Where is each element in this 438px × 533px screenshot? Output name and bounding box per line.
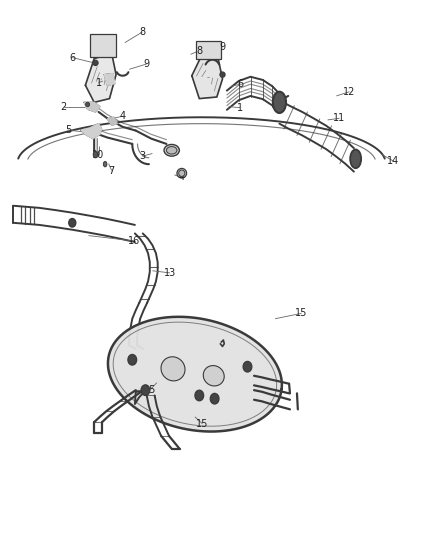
Text: 16: 16: [127, 236, 140, 246]
Text: 4: 4: [120, 111, 126, 121]
Ellipse shape: [164, 144, 180, 156]
Polygon shape: [108, 317, 282, 432]
Polygon shape: [107, 117, 117, 125]
Text: 1: 1: [95, 78, 102, 87]
Text: 13: 13: [164, 268, 176, 278]
Text: 4: 4: [179, 173, 185, 182]
Text: 10: 10: [92, 150, 105, 159]
Text: 2: 2: [60, 102, 67, 111]
Text: 11: 11: [333, 114, 346, 123]
Text: 6: 6: [69, 53, 75, 62]
Polygon shape: [81, 124, 102, 139]
Polygon shape: [85, 53, 116, 102]
Text: 1: 1: [237, 103, 243, 112]
Ellipse shape: [103, 161, 107, 167]
Text: 15: 15: [295, 309, 307, 318]
Text: 3: 3: [139, 151, 145, 161]
Ellipse shape: [69, 219, 76, 227]
Text: 12: 12: [343, 87, 356, 96]
Text: 14: 14: [387, 156, 399, 166]
Ellipse shape: [128, 354, 137, 365]
Ellipse shape: [177, 168, 187, 178]
Text: 8: 8: [196, 46, 202, 55]
Ellipse shape: [210, 393, 219, 404]
Ellipse shape: [93, 60, 98, 66]
Text: 8: 8: [139, 27, 145, 37]
Ellipse shape: [243, 361, 252, 372]
Ellipse shape: [203, 366, 224, 386]
Text: 15: 15: [196, 419, 208, 429]
Text: 6: 6: [237, 79, 243, 89]
Ellipse shape: [161, 357, 185, 381]
Text: 15: 15: [144, 385, 156, 395]
Polygon shape: [104, 74, 115, 85]
Text: 5: 5: [65, 125, 71, 135]
Ellipse shape: [93, 151, 98, 158]
Text: 9: 9: [144, 59, 150, 69]
FancyBboxPatch shape: [90, 34, 116, 57]
Ellipse shape: [179, 170, 185, 176]
Text: 7: 7: [109, 166, 115, 175]
FancyBboxPatch shape: [196, 41, 221, 59]
Polygon shape: [84, 102, 100, 112]
Ellipse shape: [220, 72, 225, 77]
Polygon shape: [192, 58, 223, 99]
Ellipse shape: [195, 390, 204, 401]
Ellipse shape: [166, 147, 177, 154]
Ellipse shape: [86, 102, 90, 107]
Text: 9: 9: [219, 42, 226, 52]
Ellipse shape: [350, 150, 361, 168]
Ellipse shape: [141, 385, 150, 395]
Ellipse shape: [273, 92, 286, 113]
